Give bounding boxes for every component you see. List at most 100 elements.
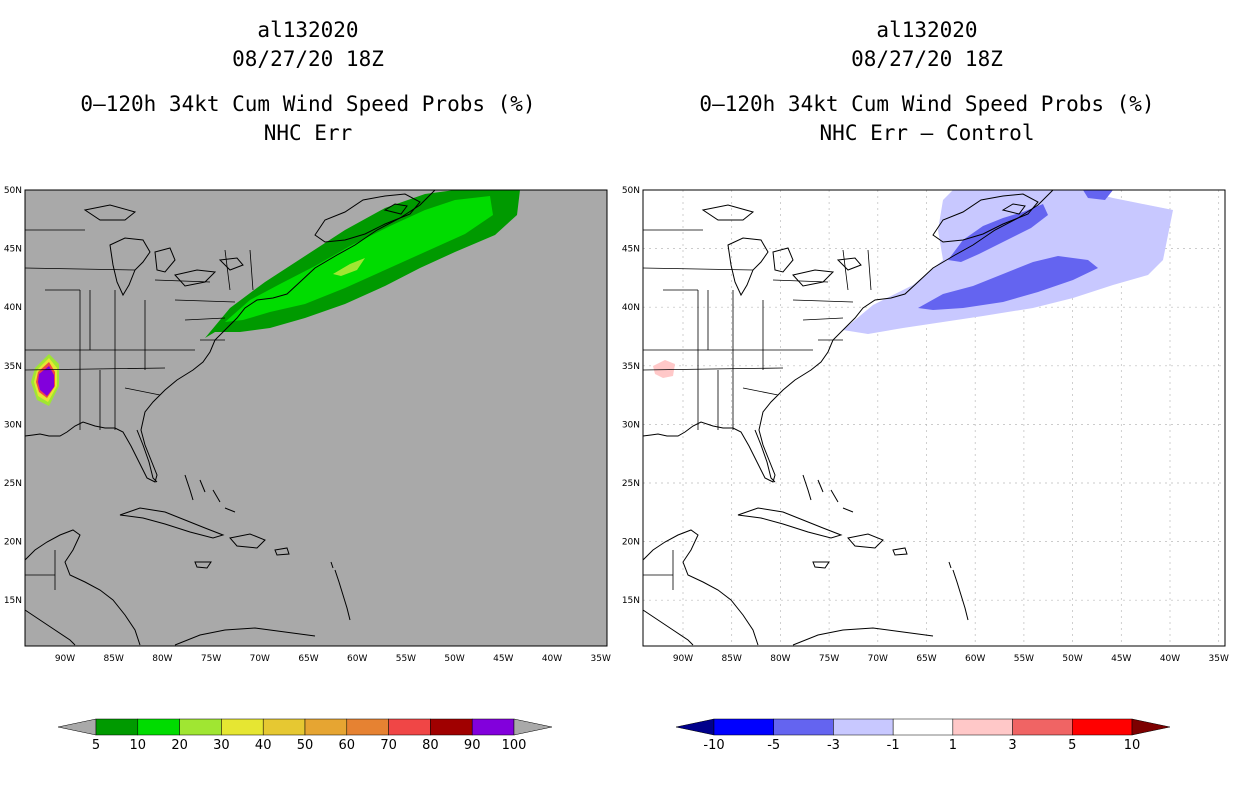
left-storm-id: al132020: [257, 18, 359, 42]
left-lat-tick-label: 45N: [4, 245, 22, 255]
left-colorbar-swatch: [346, 718, 389, 736]
right-lon-tick-label: 55W: [1014, 654, 1034, 664]
right-diff-pink: [653, 360, 675, 378]
left-map-frame: [24, 189, 608, 647]
left-lon-tick-label: 55W: [396, 654, 416, 664]
left-lat-tick-label: 50N: [4, 186, 22, 196]
right-map-frame: [642, 189, 1226, 647]
left-colorbar-swatch: [471, 718, 515, 736]
left-colorbar-label: 70: [380, 738, 397, 753]
left-lat-tick-label: 40N: [4, 303, 22, 313]
right-map-gridlines: [643, 190, 1225, 646]
right-storm-id: al132020: [876, 18, 978, 42]
right-lat-tick-label: 20N: [622, 538, 640, 548]
left-colorbar-under-arrow: [57, 718, 97, 736]
right-lon-tick-label: 70W: [868, 654, 888, 664]
right-colorbar-label: -10: [703, 738, 724, 753]
right-colorbar-swatch: [1012, 718, 1073, 736]
left-lat-tick-label: 30N: [4, 420, 22, 430]
left-map: [24, 189, 608, 647]
left-lat-tick-label: 20N: [4, 538, 22, 548]
left-lon-tick-label: 45W: [493, 654, 513, 664]
right-colorbar-swatch: [892, 718, 954, 736]
left-colorbar-over-arrow: [513, 718, 553, 736]
right-product: 0–120h 34kt Cum Wind Speed Probs (%): [699, 92, 1155, 116]
axis-labels: 50N 45N 40N 35N 30N 25N 20N 15N 90W 85W 80W 75W 70W 6…: [4, 186, 1229, 664]
left-colorbar-label: 60: [339, 738, 356, 753]
left-lon-tick-label: 90W: [55, 654, 75, 664]
right-colorbar-swatch: [833, 718, 894, 736]
left-colorbar-label: 90: [464, 738, 481, 753]
right-lon-tick-label: 60W: [965, 654, 985, 664]
right-lat-tick-label: 35N: [622, 362, 640, 372]
left-colorbar-swatch: [179, 718, 222, 736]
right-colorbar-label: 1: [949, 738, 957, 753]
right-diff-light-blue: [843, 190, 1173, 334]
left-product: 0–120h 34kt Cum Wind Speed Probs (%): [80, 92, 536, 116]
right-lat-tick-label: 30N: [622, 420, 640, 430]
left-lon-tick-label: 80W: [152, 654, 172, 664]
left-lon-tick-label: 70W: [250, 654, 270, 664]
right-lon-tick-label: 90W: [673, 654, 693, 664]
left-colorbar-label: 80: [422, 738, 439, 753]
right-datetime: 08/27/20 18Z: [851, 47, 1003, 71]
right-lon-tick-label: 40W: [1160, 654, 1180, 664]
left-colorbar-swatch: [137, 718, 180, 736]
right-colorbar-label: 5: [1068, 738, 1076, 753]
left-colorbar-swatch: [304, 718, 348, 736]
right-diff-medium-blue-north: [948, 204, 1048, 262]
right-colorbar-label: -5: [767, 738, 780, 753]
left-subtitle: NHC Err: [263, 121, 353, 145]
left-lon-tick-label: 60W: [347, 654, 367, 664]
left-colorbar-swatch: [388, 718, 431, 736]
left-colorbar-label: 40: [255, 738, 272, 753]
left-colorbar-swatch: [221, 718, 264, 736]
right-lat-tick-label: 25N: [622, 479, 640, 489]
left-lon-tick-label: 65W: [298, 654, 318, 664]
right-colorbar-swatch: [952, 718, 1013, 736]
right-colorbar-label: -3: [827, 738, 840, 753]
left-colorbar-label: 20: [171, 738, 188, 753]
right-subtitle: NHC Err – Control: [819, 121, 1035, 145]
right-lat-tick-label: 15N: [622, 596, 640, 606]
left-lat-tick-label: 25N: [4, 479, 22, 489]
right-lon-tick-label: 80W: [770, 654, 790, 664]
left-blob-90pct: [38, 366, 54, 396]
right-lat-tick-label: 45N: [622, 245, 640, 255]
left-title-block: al132020 08/27/20 18Z 0–120h 34kt Cum Wi…: [8, 16, 608, 148]
left-colorbar-label: 50: [297, 738, 314, 753]
right-colorbar-swatch: [713, 718, 774, 736]
left-colorbar: 5 10 20 30 40 50 60 70 80 90 100: [57, 718, 553, 753]
left-lat-tick-label: 35N: [4, 362, 22, 372]
right-map: [642, 189, 1226, 647]
right-colorbar-label: 3: [1008, 738, 1016, 753]
right-lon-tick-label: 35W: [1209, 654, 1229, 664]
right-colorbar-swatch: [1072, 718, 1133, 736]
left-colorbar-swatch: [95, 718, 139, 736]
left-colorbar-label: 100: [502, 738, 527, 753]
left-colorbar-label: 10: [130, 738, 147, 753]
right-diff-medium-blue: [918, 256, 1098, 310]
left-lon-tick-label: 50W: [444, 654, 464, 664]
right-lat-tick-label: 50N: [622, 186, 640, 196]
left-colorbar-swatch: [430, 718, 473, 736]
right-colorbar: -10 -5 -3 -1 1 3 5 10: [675, 718, 1171, 753]
right-lon-tick-label: 65W: [916, 654, 936, 664]
right-lon-tick-label: 45W: [1111, 654, 1131, 664]
right-colorbar-over-arrow: [1131, 718, 1171, 736]
left-colorbar-swatch: [262, 718, 306, 736]
left-lon-tick-label: 35W: [591, 654, 611, 664]
left-colorbar-label: 30: [213, 738, 230, 753]
right-lon-tick-label: 85W: [722, 654, 742, 664]
left-lon-tick-label: 85W: [104, 654, 124, 664]
left-datetime: 08/27/20 18Z: [232, 47, 384, 71]
left-lon-tick-label: 75W: [201, 654, 221, 664]
right-diff-medium-blue-cap: [1083, 190, 1113, 200]
right-title-block: al132020 08/27/20 18Z 0–120h 34kt Cum Wi…: [627, 16, 1227, 148]
left-swath-20pct: [333, 258, 365, 276]
right-colorbar-label: -1: [887, 738, 900, 753]
right-colorbar-label: 10: [1124, 738, 1141, 753]
left-colorbar-label: 5: [92, 738, 100, 753]
right-colorbar-swatch: [773, 718, 834, 736]
